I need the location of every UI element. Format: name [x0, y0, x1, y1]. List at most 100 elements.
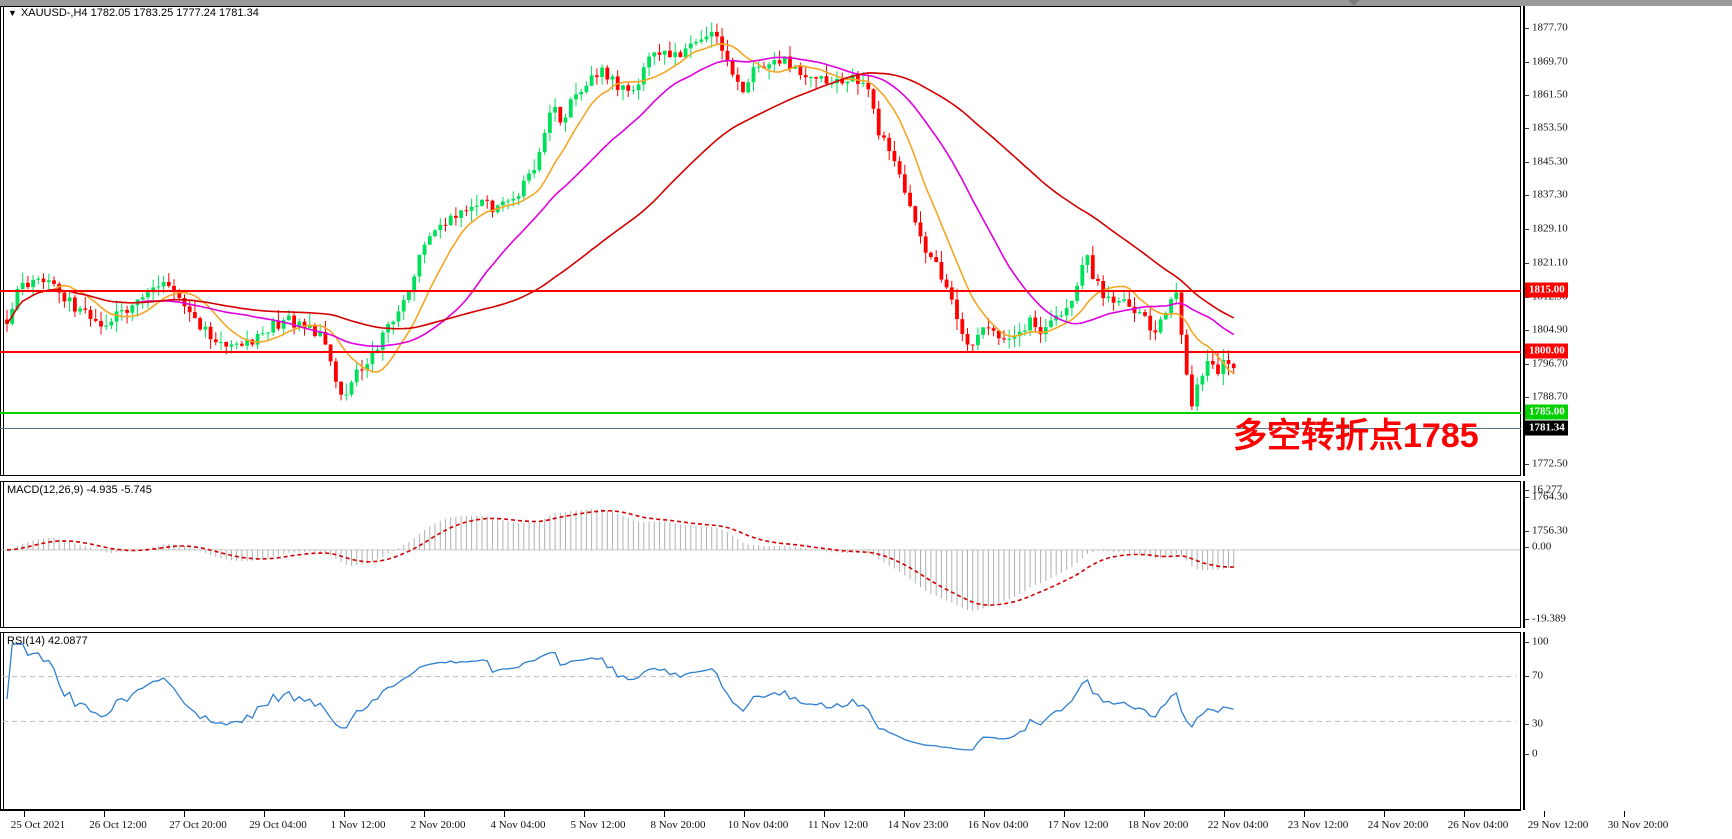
price-axis-tick-label: 1829.10 — [1532, 222, 1568, 235]
price-axis-tick — [1525, 263, 1529, 264]
macd-panel[interactable] — [0, 481, 1521, 628]
price-series-canvas — [5, 22, 1236, 411]
price-axis-tick-label: 1837.30 — [1532, 188, 1568, 201]
time-tick-label: 22 Nov 04:00 — [1207, 819, 1269, 831]
time-tick-label: 18 Nov 20:00 — [1127, 819, 1189, 831]
time-tick — [1144, 811, 1145, 817]
price-axis-tick-label: 1788.70 — [1532, 390, 1568, 403]
time-tick — [1224, 811, 1225, 817]
macd-series-canvas — [1, 508, 1520, 611]
price-axis-tick — [1525, 531, 1529, 532]
price-tag-1781-34: 1781.34 — [1525, 420, 1568, 436]
symbol-ohlc-text: XAUUSD-,H4 1782.05 1783.25 1777.24 1781.… — [20, 7, 259, 19]
time-tick — [1544, 811, 1545, 817]
time-tick-label: 29 Nov 12:00 — [1527, 819, 1589, 831]
price-axis-tick-label: 1756.30 — [1532, 524, 1568, 537]
macd-axis-tick — [1525, 619, 1529, 620]
price-axis-tick-label: 1804.90 — [1532, 323, 1568, 336]
price-axis-tick — [1525, 128, 1529, 129]
price-axis-tick — [1525, 162, 1529, 163]
price-tag-1815-00: 1815.00 — [1525, 282, 1568, 298]
time-tick — [1624, 811, 1625, 817]
price-axis-tick-label: 1772.50 — [1532, 457, 1568, 470]
time-tick — [664, 811, 665, 817]
time-tick-label: 30 Nov 20:00 — [1607, 819, 1669, 831]
rsi-axis-tick-label: 70 — [1532, 669, 1543, 682]
rsi-axis-tick — [1525, 676, 1529, 677]
panel-left-rule — [3, 7, 4, 475]
time-tick-label: 10 Nov 04:00 — [727, 819, 789, 831]
macd-axis-tick — [1525, 547, 1529, 548]
time-tick — [424, 811, 425, 817]
rsi-panel[interactable] — [0, 632, 1521, 810]
rsi-axis-tick — [1525, 724, 1529, 725]
macd-indicator-label: MACD(12,26,9) -4.935 -5.745 — [7, 484, 152, 496]
price-axis-tick — [1525, 28, 1529, 29]
current-price-line — [0, 428, 1521, 429]
price-axis-tick — [1525, 297, 1529, 298]
price-axis-tick-label: 1845.30 — [1532, 155, 1568, 168]
price-axis-tick-label: 1764.30 — [1532, 490, 1568, 503]
price-axis-tick-label: 1877.70 — [1532, 21, 1568, 34]
price-axis-tick-label: 1821.10 — [1532, 256, 1568, 269]
time-tick — [184, 811, 185, 817]
level-line-1800[interactable] — [0, 351, 1521, 353]
rsi-axis: 100 70 30 0 — [1523, 632, 1732, 810]
price-axis-tick — [1525, 330, 1529, 331]
rsi-axis-tick — [1525, 642, 1529, 643]
macd-axis: 16.277 0.00 -19.389 — [1523, 481, 1732, 628]
time-tick-label: 17 Nov 12:00 — [1047, 819, 1109, 831]
price-chart-panel[interactable] — [0, 6, 1521, 476]
price-axis-tick-label: 1853.50 — [1532, 121, 1568, 134]
time-axis: 25 Oct 2021 26 Oct 12:00 27 Oct 20:00 29 Oc… — [0, 810, 1732, 839]
price-axis-tick — [1525, 229, 1529, 230]
time-tick — [824, 811, 825, 817]
time-tick — [1464, 811, 1465, 817]
time-axis-line — [0, 810, 1521, 811]
price-axis-tick — [1525, 397, 1529, 398]
macd-axis-tick-label: -19.389 — [1532, 612, 1566, 625]
time-tick-label: 29 Oct 04:00 — [249, 819, 307, 831]
axis-spine — [1523, 632, 1525, 810]
level-line-1785[interactable] — [0, 412, 1521, 414]
rsi-series-canvas — [3, 643, 1516, 751]
chart-header-label: ▼ XAUUSD-,H4 1782.05 1783.25 1777.24 1781… — [8, 7, 259, 19]
time-tick-label: 26 Oct 12:00 — [89, 819, 147, 831]
rsi-axis-tick-label: 0 — [1532, 747, 1538, 760]
time-tick — [1304, 811, 1305, 817]
time-tick — [904, 811, 905, 817]
axis-spine — [1523, 6, 1525, 476]
price-tag-1785-00: 1785.00 — [1525, 404, 1568, 420]
time-tick-label: 1 Nov 12:00 — [330, 819, 386, 831]
rsi-axis-tick — [1525, 754, 1529, 755]
panel-left-rule — [3, 482, 4, 627]
time-tick-label: 2 Nov 20:00 — [410, 819, 466, 831]
price-axis-tick — [1525, 62, 1529, 63]
window-top-strip — [0, 0, 1732, 6]
time-tick-label: 11 Nov 12:00 — [807, 819, 869, 831]
time-tick — [264, 811, 265, 817]
rsi-axis-tick-label: 30 — [1532, 717, 1543, 730]
level-line-1815[interactable] — [0, 290, 1521, 292]
caret-down-icon[interactable] — [1348, 0, 1360, 6]
price-tag-1800-00: 1800.00 — [1525, 343, 1568, 359]
triangle-down-icon[interactable]: ▼ — [8, 8, 17, 18]
macd-axis-tick-label: 0.00 — [1532, 540, 1552, 553]
price-axis-tick-label: 1869.70 — [1532, 55, 1568, 68]
time-tick — [1064, 811, 1065, 817]
time-tick — [984, 811, 985, 817]
rsi-axis-tick-label: 100 — [1532, 635, 1549, 648]
time-tick-label: 23 Nov 12:00 — [1287, 819, 1349, 831]
time-tick — [1384, 811, 1385, 817]
macd-axis-tick-label: 16.277 — [1532, 483, 1563, 496]
time-tick-label: 25 Oct 2021 — [10, 819, 66, 831]
time-tick-label: 26 Nov 04:00 — [1447, 819, 1509, 831]
time-tick — [24, 811, 25, 817]
time-tick-label: 8 Nov 20:00 — [650, 819, 706, 831]
price-axis-tick-label: 1861.50 — [1532, 88, 1568, 101]
time-tick — [344, 811, 345, 817]
time-tick — [744, 811, 745, 817]
price-axis-tick-label: 1796.70 — [1532, 357, 1568, 370]
axis-spine — [1523, 481, 1525, 628]
